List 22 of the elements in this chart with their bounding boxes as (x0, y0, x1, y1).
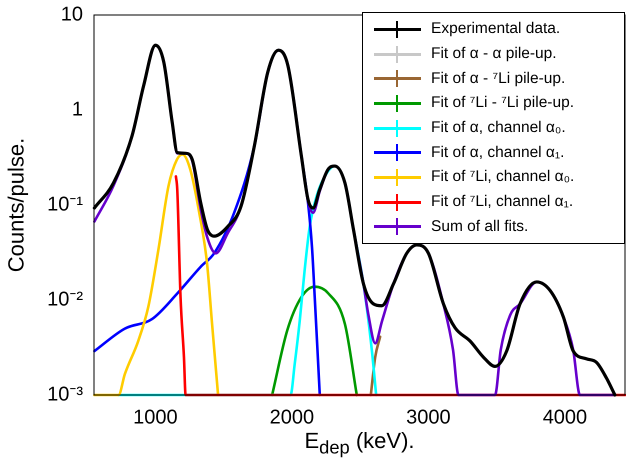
legend-label: Fit of ⁷Li - ⁷Li pile-up. (431, 94, 574, 112)
line-series (270, 285, 358, 396)
y-axis-title: Counts/pulse. (3, 138, 28, 272)
legend-label: Fit of α - α pile-up. (431, 45, 557, 64)
y-tick-label: 10 (60, 4, 83, 26)
x-tick-label: 1000 (133, 406, 178, 429)
x-tick-label: 2000 (270, 406, 314, 429)
legend-label: Fit of α, channel α₀. (431, 119, 566, 138)
x-tick-label: 3000 (406, 406, 451, 429)
y-tick-label: 1 (72, 98, 83, 121)
y-tick-label: 10⁻³ (47, 384, 84, 406)
legend-label: Fit of ⁷Li, channel α₁. (431, 193, 574, 212)
y-tick-label: 10⁻² (47, 288, 84, 311)
x-tick-label: 4000 (542, 406, 588, 429)
line-series (93, 153, 220, 396)
legend-label: Experimental data. (431, 20, 560, 38)
legend-label: Fit of ⁷Li, channel α₀. (431, 168, 574, 186)
legend-label: Fit of α - ⁷Li pile-up. (431, 70, 566, 88)
legend-label: Fit of α, channel α₁. (431, 144, 564, 162)
y-tick-label: 10⁻¹ (47, 194, 84, 216)
legend-label: Sum of all fits. (431, 218, 528, 236)
x-axis-title: E$_{dep}$ (keV). (303, 428, 416, 458)
